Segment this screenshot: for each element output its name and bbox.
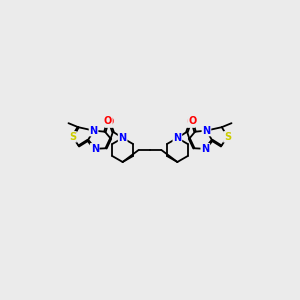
Text: S: S — [69, 132, 76, 142]
Text: N: N — [173, 133, 181, 143]
Text: O: O — [186, 117, 195, 127]
Text: O: O — [104, 116, 112, 127]
Text: N: N — [91, 144, 99, 154]
Text: O: O — [188, 116, 196, 127]
Text: O: O — [105, 117, 114, 127]
Text: N: N — [202, 126, 211, 136]
Text: S: S — [224, 132, 231, 142]
Text: N: N — [201, 144, 209, 154]
Text: N: N — [89, 126, 98, 136]
Text: N: N — [118, 133, 127, 143]
